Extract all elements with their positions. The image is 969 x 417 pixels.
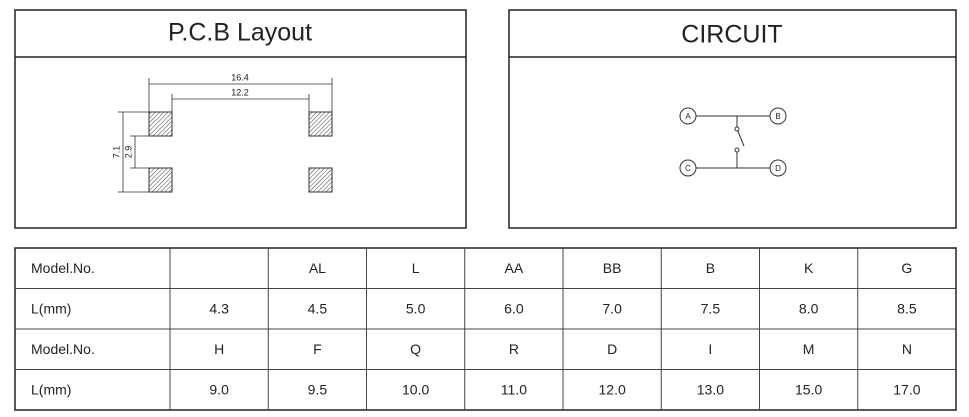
pcb-title: P.C.B Layout [168, 19, 312, 47]
table-cell: 12.0 [599, 381, 626, 397]
table-cell: K [804, 260, 814, 276]
pcb-panel [14, 9, 467, 229]
table-cell: 8.0 [799, 300, 819, 316]
table-cell: F [313, 341, 322, 357]
table-cell: N [902, 341, 912, 357]
dimension-label: 12.2 [231, 87, 249, 97]
table-cell: 5.0 [406, 300, 426, 316]
table-cell: 7.0 [602, 300, 622, 316]
table-cell: 6.0 [504, 300, 524, 316]
table-cell: 4.5 [308, 300, 328, 316]
table-cell: M [803, 341, 815, 357]
table-cell: R [509, 341, 519, 357]
table-cell: BB [603, 260, 622, 276]
table-cell: 9.0 [209, 381, 229, 397]
table-cell: 13.0 [697, 381, 724, 397]
model-table: Model.No. AL L AA BB B K GL(mm) 4.3 4.5 5.0 6.0 7.0 7… [14, 247, 957, 411]
table-cell: G [901, 260, 912, 276]
circuit-panel [508, 9, 957, 229]
dimension-label: 7.1 [111, 146, 121, 159]
node-label: D [775, 164, 781, 173]
dimension-label: 2.9 [123, 146, 133, 159]
table-cell: L(mm) [31, 381, 71, 397]
table-cell: 17.0 [893, 381, 920, 397]
node-label: A [685, 112, 691, 121]
table-cell: AA [505, 260, 524, 276]
table-cell: 8.5 [897, 300, 917, 316]
table-cell: 10.0 [402, 381, 429, 397]
dimension-lines [118, 78, 333, 193]
pads [148, 111, 333, 193]
node-label: C [685, 164, 691, 173]
circuit-title: CIRCUIT [681, 21, 782, 49]
table-cell: 9.5 [308, 381, 328, 397]
table-cell: D [607, 341, 617, 357]
table-cell: 7.5 [701, 300, 721, 316]
table-cell: AL [309, 260, 326, 276]
table-cell: H [214, 341, 224, 357]
table-cell: Model.No. [31, 341, 95, 357]
table-cell: L [412, 260, 420, 276]
table-cell: 15.0 [795, 381, 822, 397]
table-cell: L(mm) [31, 300, 71, 316]
table-cell: Q [410, 341, 421, 357]
table-cell: I [708, 341, 712, 357]
table-cell: 11.0 [501, 381, 527, 397]
dimension-label: 16.4 [231, 72, 249, 82]
node-label: B [775, 112, 780, 121]
table-cell: 4.3 [209, 300, 229, 316]
circuit-wires [679, 107, 787, 177]
table-cell: B [706, 260, 715, 276]
table-cell: Model.No. [31, 260, 95, 276]
